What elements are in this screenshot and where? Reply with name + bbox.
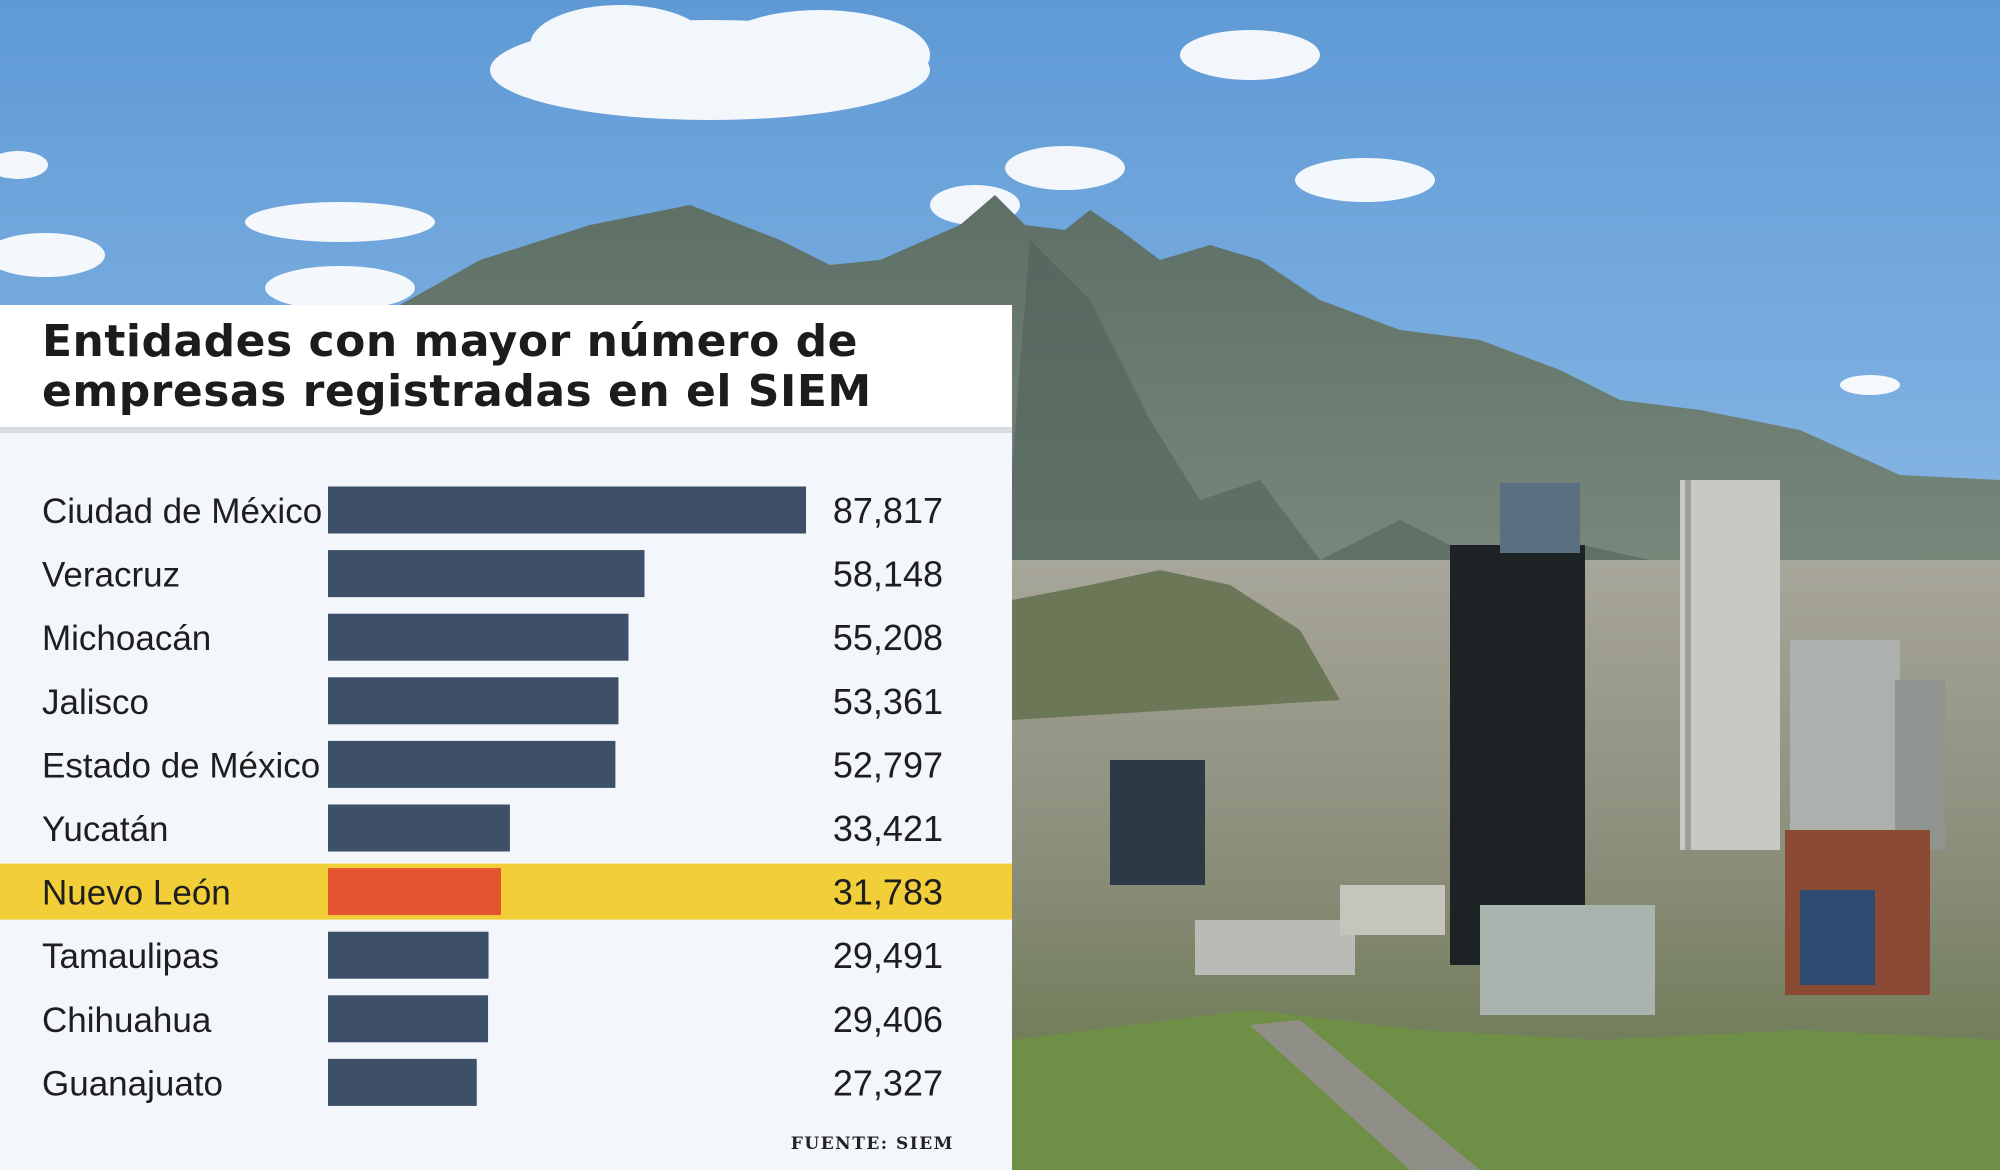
value-label-veracruz: 58,148 xyxy=(833,554,943,595)
category-label-michoacan: Michoacán xyxy=(42,619,211,658)
value-label-jalisco: 53,361 xyxy=(833,681,943,722)
value-label-nuevo-leon: 31,783 xyxy=(833,872,943,913)
value-label-michoacan: 55,208 xyxy=(833,617,943,658)
highlight-row-nuevo-leon xyxy=(0,863,1012,920)
source-note: FUENTE: SIEM xyxy=(790,1134,954,1154)
greenery xyxy=(1012,1010,2000,1170)
value-label-estado-de-mexico: 52,797 xyxy=(833,744,943,785)
bar-chihuahua xyxy=(328,995,489,1043)
mountains xyxy=(400,195,2000,620)
chart-title: Entidades con mayor número de empresas r… xyxy=(42,316,872,417)
bar-chart: Ciudad de México 87,817 Veracruz 58,148 Mich… xyxy=(0,486,1012,1106)
category-label-veracruz: Veracruz xyxy=(42,556,180,595)
bar-veracruz xyxy=(328,550,645,598)
category-label-estado-de-mexico: Estado de México xyxy=(42,746,320,785)
category-label-chihuahua: Chihuahua xyxy=(42,1001,212,1040)
hill xyxy=(1012,570,1340,720)
category-label-jalisco: Jalisco xyxy=(42,683,149,722)
bar-michoacan xyxy=(328,613,629,661)
mountain-shadow xyxy=(1000,240,1700,620)
road xyxy=(1250,1020,1480,1170)
bar-nuevo-leon xyxy=(328,868,501,916)
title-box: Entidades con mayor número de empresas r… xyxy=(0,305,1012,433)
clouds xyxy=(0,5,1900,395)
bar-yucatan xyxy=(328,804,510,852)
category-label-nuevo-leon: Nuevo León xyxy=(42,874,231,913)
category-label-guanajuato: Guanajuato xyxy=(42,1064,223,1103)
bar-tamaulipas xyxy=(328,931,489,979)
value-label-tamaulipas: 29,491 xyxy=(833,935,943,976)
category-label-yucatan: Yucatán xyxy=(42,810,169,849)
bar-guanajuato xyxy=(328,1058,477,1106)
value-label-ciudad-de-mexico: 87,817 xyxy=(833,490,943,531)
value-label-guanajuato: 27,327 xyxy=(833,1062,943,1103)
value-label-yucatan: 33,421 xyxy=(833,808,943,849)
bar-estado-de-mexico xyxy=(328,740,616,788)
category-label-tamaulipas: Tamaulipas xyxy=(42,937,219,976)
value-label-chihuahua: 29,406 xyxy=(833,999,943,1040)
bar-ciudad-de-mexico xyxy=(328,486,806,534)
bar-jalisco xyxy=(328,677,619,725)
category-label-ciudad-de-mexico: Ciudad de México xyxy=(42,492,322,531)
towers xyxy=(1110,480,1945,1015)
chart-panel: Entidades con mayor número de empresas r… xyxy=(0,305,1012,1170)
